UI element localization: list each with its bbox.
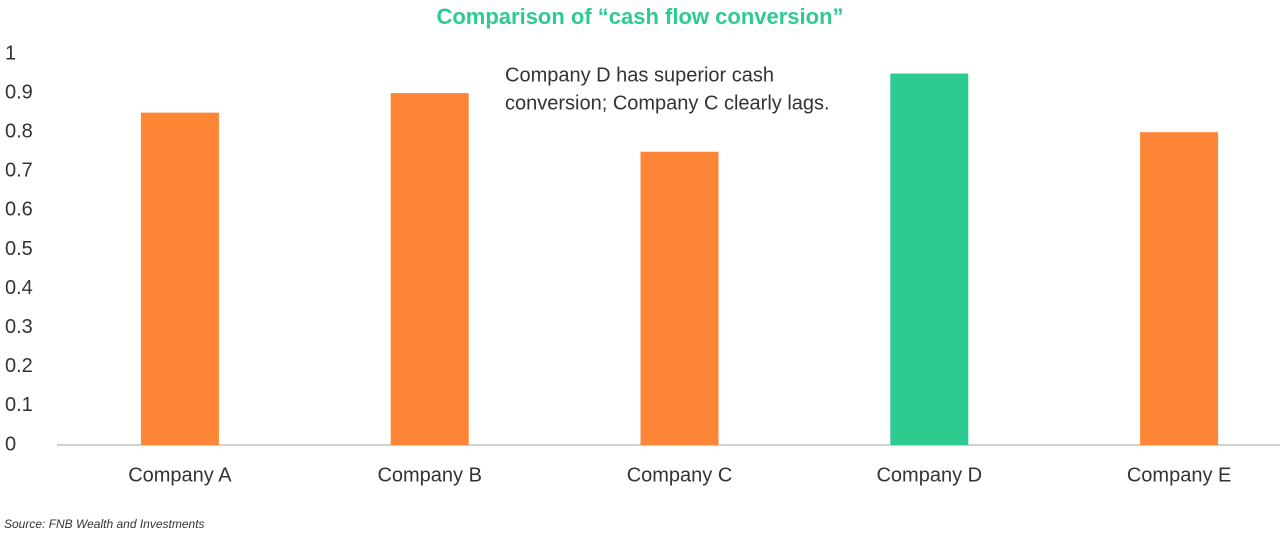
y-tick-label: 0.1 <box>5 394 33 416</box>
x-tick-label: Company B <box>377 464 482 486</box>
y-tick-label: 0.6 <box>5 199 33 221</box>
bar <box>1140 132 1219 445</box>
y-tick-label: 0.4 <box>5 277 33 299</box>
x-tick-label: Company C <box>627 464 733 486</box>
y-tick-label: 0.9 <box>5 81 33 103</box>
annotation: Company D has superior cash <box>505 64 774 86</box>
y-tick-label: 0.2 <box>5 355 33 377</box>
chart-title: Comparison of “cash flow conversion” <box>436 4 843 29</box>
x-tick-label: Company D <box>876 464 982 486</box>
bar <box>640 151 719 445</box>
x-tick-label: Company E <box>1127 464 1232 486</box>
y-tick-label: 0 <box>5 433 16 455</box>
y-tick-label: 0.3 <box>5 316 33 338</box>
y-tick-label: 1 <box>5 42 16 64</box>
bar <box>390 93 469 445</box>
y-tick-label: 0.8 <box>5 120 33 142</box>
source: Source: FNB Wealth and Investments <box>4 517 205 531</box>
y-tick-label: 0.5 <box>5 238 33 260</box>
x-tick-label: Company A <box>128 464 232 486</box>
annotation: conversion; Company C clearly lags. <box>505 92 830 114</box>
y-tick-label: 0.7 <box>5 160 33 182</box>
bar <box>140 112 219 446</box>
bar <box>890 73 969 446</box>
